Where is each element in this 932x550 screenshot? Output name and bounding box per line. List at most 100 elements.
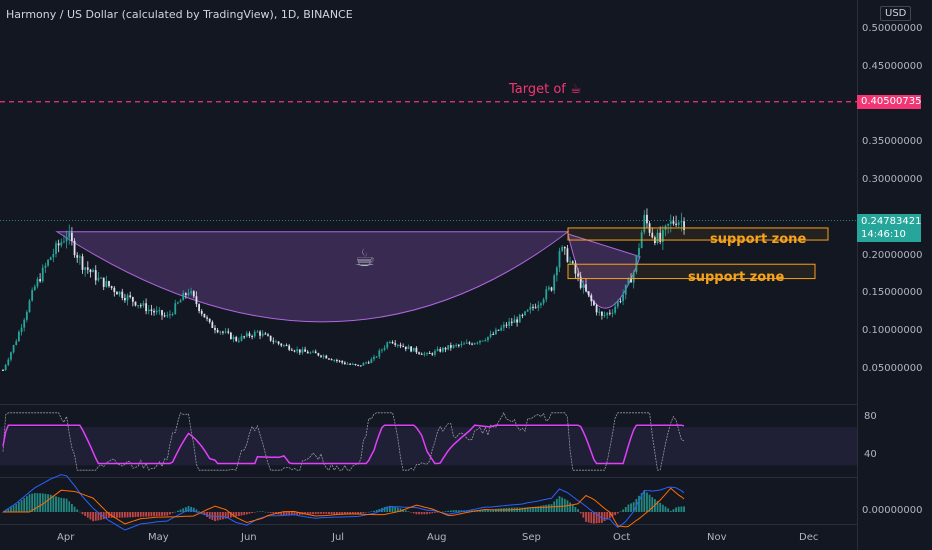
candle-body: [211, 322, 214, 328]
candle-body: [569, 261, 571, 263]
macd-histogram-bar: [656, 500, 659, 512]
support-zone-lower-label: support zone: [688, 270, 785, 285]
candle-body: [495, 329, 497, 335]
candle-body: [184, 293, 187, 295]
candle-body: [251, 336, 253, 338]
macd-histogram-bar: [306, 512, 309, 515]
candle-body: [479, 340, 481, 343]
candle-body: [304, 349, 306, 352]
candle-body: [553, 275, 556, 291]
candle-body: [349, 363, 352, 365]
candle-body: [468, 342, 471, 344]
macd-histogram-bar: [521, 507, 524, 512]
candle-body: [465, 342, 468, 344]
x-tick-label: Jun: [241, 532, 257, 543]
candle-body: [391, 341, 394, 344]
macd-histogram-bar: [436, 512, 439, 513]
candle-body: [579, 276, 582, 288]
candle-body: [444, 347, 447, 350]
macd-histogram-bar: [20, 500, 23, 512]
candle-body: [105, 281, 108, 287]
macd-histogram-bar: [582, 512, 585, 518]
candle-body: [484, 340, 487, 342]
candle-body: [651, 232, 654, 238]
macd-histogram-bar: [415, 512, 418, 515]
macd-histogram-bar: [33, 493, 36, 512]
macd-histogram-bar: [184, 507, 187, 512]
candle-body: [563, 246, 566, 249]
macd-histogram-bar: [264, 511, 267, 513]
macd-histogram-bar: [190, 506, 193, 512]
candle-body: [18, 331, 20, 342]
macd-histogram-bar: [81, 512, 84, 515]
candle-body: [447, 345, 450, 350]
candle-body: [375, 356, 378, 358]
macd-histogram-bar: [579, 512, 582, 514]
macd-histogram-bar: [648, 494, 651, 512]
candle-body: [275, 341, 277, 343]
candle-body: [198, 304, 200, 311]
macd-histogram-bar: [328, 512, 330, 514]
candle-body: [672, 221, 675, 224]
candle-body: [102, 277, 105, 287]
macd-histogram-bar: [124, 512, 126, 518]
macd-histogram-bar: [235, 512, 238, 517]
candle-body: [680, 221, 683, 223]
candle-body: [288, 345, 291, 350]
macd-histogram-bar: [47, 494, 49, 512]
candle-body: [343, 362, 346, 364]
rsi-band: [0, 427, 857, 466]
candle-body: [449, 345, 452, 348]
macd-histogram-bar: [418, 512, 420, 515]
candle-body: [532, 306, 534, 308]
macd-histogram-bar: [638, 495, 640, 512]
macd-histogram-bar: [370, 511, 373, 512]
macd-histogram-bar: [601, 512, 603, 523]
macd-histogram-bar: [646, 492, 648, 512]
candle-body: [500, 327, 503, 331]
macd-histogram-bar: [240, 512, 243, 516]
candle-body: [434, 350, 436, 355]
candle-body: [404, 346, 407, 350]
candle-body: [41, 267, 44, 282]
macd-histogram-bar: [672, 509, 675, 512]
candle-body: [513, 319, 516, 323]
candle-body: [616, 300, 619, 307]
candle-body: [497, 329, 500, 331]
macd-histogram-bar: [542, 505, 545, 512]
candle-body: [582, 284, 585, 288]
candle-body: [126, 295, 129, 301]
candle-body: [68, 232, 71, 238]
candle-body: [630, 278, 632, 283]
macd-histogram-bar: [518, 507, 521, 512]
candle-body: [283, 345, 285, 347]
macd-histogram-bar: [100, 512, 102, 520]
candle-body: [333, 359, 336, 361]
candle-body: [113, 287, 116, 292]
candle-body: [15, 341, 18, 346]
candle-body: [322, 355, 325, 357]
macd-histogram-bar: [166, 512, 169, 516]
y-tick-label: 0.10000000: [862, 325, 923, 337]
candle-body: [153, 310, 155, 313]
candle-body: [542, 299, 545, 304]
macd-histogram-bar: [145, 512, 147, 517]
candle-body: [370, 359, 373, 363]
macd-histogram-bar: [640, 493, 643, 512]
candle-body: [28, 300, 31, 312]
macd-histogram-bar: [177, 510, 179, 512]
macd-histogram-bar: [593, 512, 595, 524]
macd-histogram-bar: [420, 512, 423, 515]
x-tick-label: Nov: [707, 532, 727, 543]
macd-histogram-bar: [55, 496, 57, 512]
macd-histogram-bar: [192, 507, 195, 512]
macd-histogram-bar: [84, 512, 87, 516]
macd-histogram-bar: [102, 512, 105, 520]
candle-body: [407, 346, 410, 350]
macd-histogram-bar: [248, 512, 251, 514]
currency-button[interactable]: USD: [880, 6, 912, 21]
macd-histogram-bar: [39, 493, 41, 512]
candle-body: [139, 305, 142, 307]
candle-body: [76, 255, 79, 258]
